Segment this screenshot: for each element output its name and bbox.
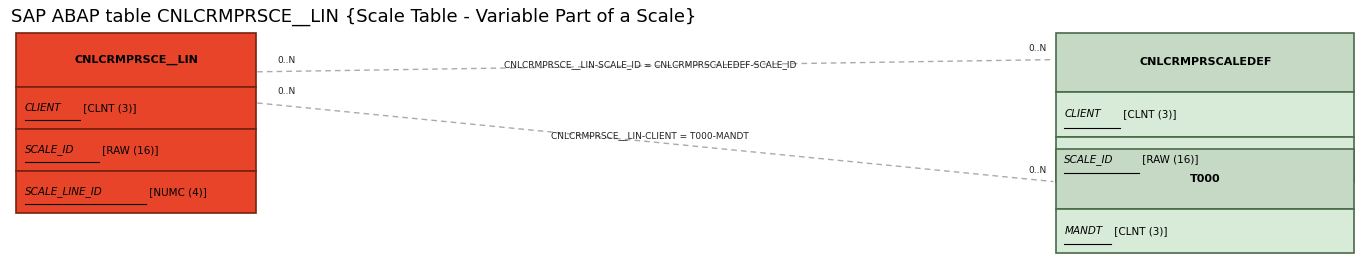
Text: 0..N: 0..N (1029, 44, 1047, 53)
Bar (16, 129, 256, 171)
Text: SCALE_LINE_ID: SCALE_LINE_ID (25, 186, 103, 197)
Text: CLIENT: CLIENT (25, 103, 62, 113)
Text: MANDT: MANDT (1064, 226, 1103, 236)
Text: CNLCRMPRSCE__LIN-CLIENT = T000-MANDT: CNLCRMPRSCE__LIN-CLIENT = T000-MANDT (551, 131, 748, 140)
Text: 0..N: 0..N (278, 56, 295, 65)
Bar (1056, 92, 1354, 137)
Text: [RAW (16)]: [RAW (16)] (1138, 154, 1198, 164)
Text: [CLNT (3)]: [CLNT (3)] (1120, 109, 1176, 120)
Text: 0..N: 0..N (278, 87, 295, 96)
Text: [RAW (16)]: [RAW (16)] (98, 145, 159, 155)
Bar (16, 33, 256, 87)
Text: [CLNT (3)]: [CLNT (3)] (81, 103, 137, 113)
Text: CLIENT: CLIENT (1064, 109, 1101, 120)
Bar (1056, 149, 1354, 209)
Bar (16, 87, 256, 129)
Text: [NUMC (4)]: [NUMC (4)] (145, 187, 207, 197)
Bar (16, 171, 256, 213)
Text: T000: T000 (1190, 174, 1220, 184)
Text: CNLCRMPRSCE__LIN-SCALE_ID = CNLCRMPRSCALEDEF-SCALE_ID: CNLCRMPRSCE__LIN-SCALE_ID = CNLCRMPRSCAL… (503, 60, 796, 70)
Text: CNLCRMPRSCE__LIN: CNLCRMPRSCE__LIN (74, 54, 198, 65)
Text: SCALE_ID: SCALE_ID (1064, 154, 1114, 165)
Bar (1056, 209, 1354, 253)
Text: [CLNT (3)]: [CLNT (3)] (1111, 226, 1167, 236)
Text: 0..N: 0..N (1029, 166, 1047, 175)
Text: CNLCRMPRSCALEDEF: CNLCRMPRSCALEDEF (1140, 57, 1271, 67)
Text: SAP ABAP table CNLCRMPRSCE__LIN {Scale Table - Variable Part of a Scale}: SAP ABAP table CNLCRMPRSCE__LIN {Scale T… (11, 8, 696, 26)
Text: SCALE_ID: SCALE_ID (25, 144, 74, 155)
Bar (1056, 33, 1354, 92)
Bar (1056, 137, 1354, 182)
